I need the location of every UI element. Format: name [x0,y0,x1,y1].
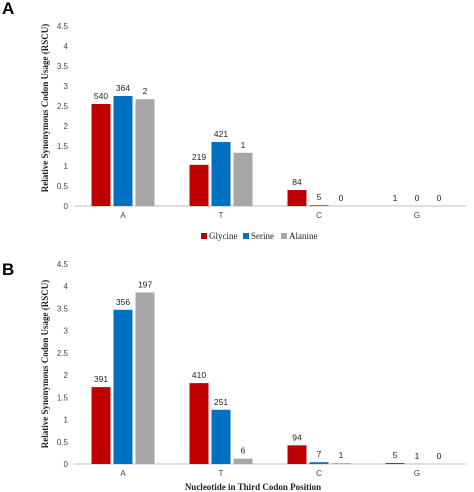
x-tick-label: C [316,211,322,220]
bar-serine [211,142,231,206]
y-tick-label: 4.5 [57,22,69,31]
bar-serine [211,409,231,464]
x-tick-label: G [414,211,420,220]
y-tick-label: 0 [64,202,69,211]
data-label: 540 [94,91,108,101]
data-label: 94 [292,432,302,442]
x-tick-label: A [120,211,126,220]
bar-alanine [135,99,155,206]
y-tick-label: 1.5 [57,393,69,402]
plot-area-a: 0 0.5 1 1.5 2 2.5 3 3.5 4 4.5 A 540 364 2 T 219 421 1 C 84 5… [57,22,466,220]
data-label: 1 [339,450,344,460]
bar-serine [309,462,329,464]
y-tick-label: 4 [64,282,69,291]
data-label: 5 [393,450,398,460]
panel-letter-a: A [2,0,14,18]
bar-serine [113,309,133,464]
y-tick-label: 4 [64,42,69,51]
data-label: 219 [192,152,206,162]
y-tick-label: 0 [64,460,69,469]
y-tick-label: 1.5 [57,142,69,151]
x-tick-label: C [316,469,322,478]
data-label: 197 [138,279,152,289]
y-tick-label: 3 [64,327,69,336]
x-tick-label: T [219,469,224,478]
data-label: 1 [393,193,398,203]
x-tick-label: A [120,469,126,478]
bar-serine [309,205,329,206]
bar-glycine [91,104,111,206]
legend-label-glycine: Glycine [209,231,238,241]
data-label: 356 [116,297,130,307]
bar-glycine [287,190,307,206]
y-tick-label: 3.5 [57,62,69,71]
data-label: 6 [241,446,246,456]
y-tick-label: 1 [64,162,69,171]
y-tick-label: 4.5 [57,260,69,269]
legend-label-alanine: Alanine [289,231,318,241]
y-tick-label: 1 [64,416,69,425]
y-tick-label: 2.5 [57,102,69,111]
panel-letter-b: B [2,260,14,279]
bar-alanine [135,292,155,464]
y-tick-label: 0.5 [57,182,69,191]
bar-glycine [189,383,209,464]
bar-glycine [287,445,307,464]
data-label: 2 [143,86,148,96]
data-label: 410 [192,370,206,380]
legend-swatch-glycine [201,233,207,239]
bar-alanine [233,152,253,206]
bar-alanine [331,463,351,464]
bar-glycine [91,387,111,464]
plot-area-b: 0 0.5 1 1.5 2 2.5 3 3.5 4 4.5 A 391 356 197 T 410 251 6 C 9… [57,260,466,478]
legend: Glycine Serine Alanine [201,231,318,241]
data-label: 0 [339,193,344,203]
x-tick-label: G [414,469,420,478]
y-tick-label: 3 [64,82,69,91]
y-tick-label: 2 [64,122,69,131]
data-label: 7 [317,449,322,459]
data-label: 1 [241,140,246,150]
data-label: 421 [214,129,228,139]
data-label: 0 [437,193,442,203]
y-tick-label: 2.5 [57,349,69,358]
y-tick-label: 3.5 [57,304,69,313]
y-tick-label: 2 [64,371,69,380]
legend-swatch-alanine [281,233,287,239]
bar-alanine [233,458,253,464]
data-label: 251 [214,397,228,407]
x-axis-label-b: Nucleotide in Third Codon Position [185,482,321,492]
y-axis-label-a: Relative Synonymous Codon Usage (RSCU) [40,24,50,193]
legend-label-serine: Serine [251,231,274,241]
y-tick-label: 0.5 [57,438,69,447]
data-label: 84 [292,177,302,187]
x-tick-label: T [219,211,224,220]
data-label: 1 [415,451,420,461]
bar-serine [113,96,133,206]
data-label: 391 [94,374,108,384]
data-label: 5 [317,192,322,202]
data-label: 0 [415,193,420,203]
data-label: 0 [437,451,442,461]
legend-swatch-serine [243,233,249,239]
bar-glycine [189,164,209,206]
bar-glycine [385,463,405,464]
data-label: 364 [116,83,130,93]
y-axis-label-b: Relative Synonymous Codon Usage (RSCU) [40,280,50,449]
